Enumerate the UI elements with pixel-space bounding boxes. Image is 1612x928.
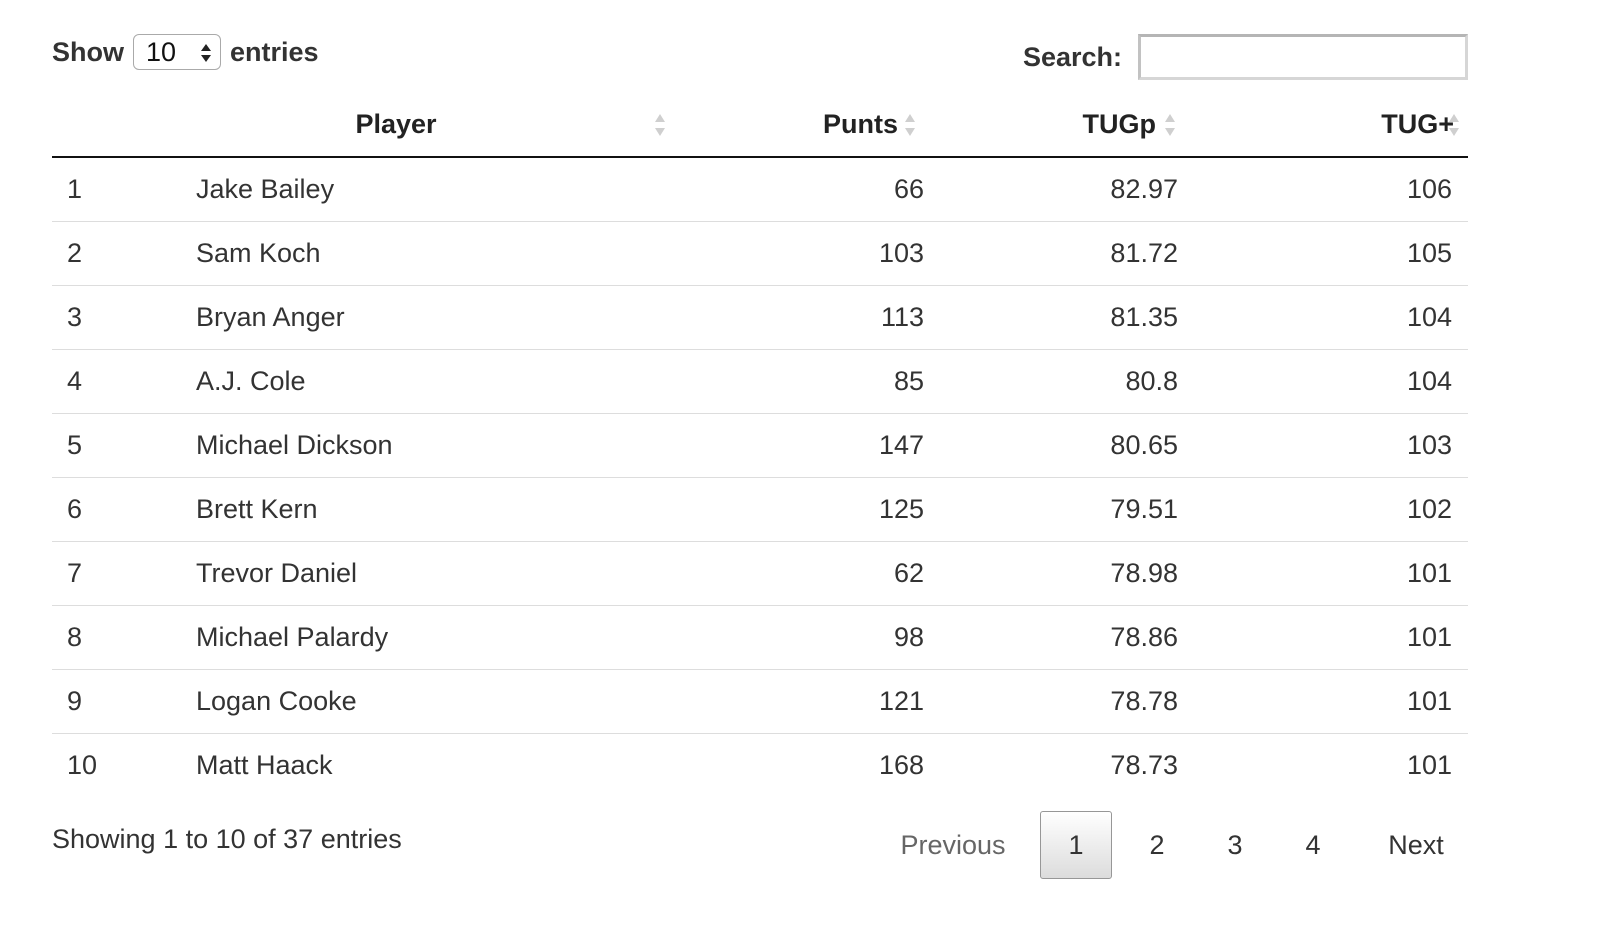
tugp-cell: 78.86	[932, 605, 1198, 670]
player-cell: Sam Koch	[196, 221, 666, 286]
sort-both-icon	[905, 114, 915, 136]
row-index: 9	[52, 669, 196, 734]
player-cell: Brett Kern	[196, 477, 666, 542]
player-cell: Matt Haack	[196, 750, 333, 780]
player-cell: Trevor Daniel	[196, 541, 666, 606]
entries-label: entries	[230, 36, 319, 67]
header-punts[interactable]: Punts	[666, 92, 932, 158]
punts-cell: 168	[878, 750, 924, 780]
previous-button[interactable]: Previous	[900, 829, 1006, 860]
tugp-cell: 81.72	[932, 221, 1198, 286]
updown-spinner-icon	[201, 44, 211, 62]
punts-cell: 103	[666, 221, 932, 286]
table-row: 10 Matt Haack 168 78.73 101	[52, 734, 1468, 798]
tug-plus-cell: 101	[1406, 750, 1452, 780]
punts-cell: 113	[666, 285, 932, 350]
row-index: 4	[52, 349, 196, 414]
player-cell: Jake Bailey	[196, 157, 666, 222]
header-player-label: Player	[355, 109, 437, 139]
search-input[interactable]	[1138, 34, 1468, 80]
table-row: 6 Brett Kern 125 79.51 102	[52, 477, 1468, 542]
player-cell: A.J. Cole	[196, 349, 666, 414]
table-row: 5 Michael Dickson 147 80.65 103	[52, 413, 1468, 478]
header-punts-label: Punts	[822, 109, 898, 139]
page-3-button[interactable]: 3	[1227, 829, 1243, 860]
tug-plus-cell: 104	[1198, 349, 1468, 414]
punts-cell: 121	[666, 669, 932, 734]
tug-plus-cell: 101	[1198, 669, 1468, 734]
tugp-cell: 80.65	[932, 413, 1198, 478]
table-row: 2 Sam Koch 103 81.72 105	[52, 221, 1468, 286]
player-cell: Michael Palardy	[196, 605, 666, 670]
tugp-cell: 78.78	[932, 669, 1198, 734]
header-tug-plus[interactable]: TUG+	[1198, 92, 1468, 158]
header-tug-plus-label: TUG+	[1381, 109, 1454, 139]
row-index: 6	[52, 477, 196, 542]
header-row: Player Punts TUGp	[52, 92, 1468, 158]
punts-cell: 98	[666, 605, 932, 670]
next-button[interactable]: Next	[1388, 829, 1444, 860]
row-index: 2	[52, 221, 196, 286]
table-row: 3 Bryan Anger 113 81.35 104	[52, 285, 1468, 350]
row-index: 10	[67, 750, 98, 780]
sort-both-icon	[1165, 114, 1175, 136]
punts-cell: 66	[666, 157, 932, 222]
tug-plus-cell: 104	[1198, 285, 1468, 350]
table-row: 4 A.J. Cole 85 80.8 104	[52, 349, 1468, 414]
header-index	[52, 92, 196, 158]
tug-plus-cell: 101	[1198, 605, 1468, 670]
row-index: 7	[52, 541, 196, 606]
tug-plus-cell: 101	[1198, 541, 1468, 606]
table-row: 1 Jake Bailey 66 82.97 106	[52, 157, 1468, 222]
row-index: 5	[52, 413, 196, 478]
page-4-button[interactable]: 4	[1305, 829, 1321, 860]
header-tugp-label: TUGp	[1082, 109, 1157, 139]
tugp-cell: 78.73	[1110, 750, 1178, 780]
tug-plus-cell: 106	[1198, 157, 1468, 222]
entries-per-page-select[interactable]: 10	[133, 34, 221, 70]
punts-cell: 85	[666, 349, 932, 414]
header-tugp[interactable]: TUGp	[932, 92, 1198, 158]
page-1-button[interactable]: 1	[1040, 811, 1112, 879]
tugp-cell: 80.8	[932, 349, 1198, 414]
entries-per-page-value: 10	[146, 36, 177, 67]
table-row: 9 Logan Cooke 121 78.78 101	[52, 669, 1468, 734]
row-index: 1	[52, 157, 196, 222]
player-cell: Michael Dickson	[196, 413, 666, 478]
player-cell: Bryan Anger	[196, 285, 666, 350]
tugp-cell: 78.98	[932, 541, 1198, 606]
tugp-cell: 79.51	[932, 477, 1198, 542]
row-index: 8	[52, 605, 196, 670]
header-player[interactable]: Player	[196, 92, 666, 158]
punts-cell: 62	[666, 541, 932, 606]
table-info: Showing 1 to 10 of 37 entries	[52, 824, 402, 854]
sort-both-icon	[1449, 114, 1459, 136]
punts-cell: 125	[666, 477, 932, 542]
tug-plus-cell: 103	[1198, 413, 1468, 478]
tugp-cell: 82.97	[932, 157, 1198, 222]
data-table: Player Punts TUGp	[52, 92, 1468, 797]
sort-both-icon	[655, 114, 665, 136]
row-index: 3	[52, 285, 196, 350]
page-2-button[interactable]: 2	[1149, 829, 1165, 860]
tug-plus-cell: 105	[1198, 221, 1468, 286]
tugp-cell: 81.35	[932, 285, 1198, 350]
player-cell: Logan Cooke	[196, 669, 666, 734]
tug-plus-cell: 102	[1198, 477, 1468, 542]
table-row: 8 Michael Palardy 98 78.86 101	[52, 605, 1468, 670]
punts-cell: 147	[666, 413, 932, 478]
show-label: Show	[52, 36, 124, 67]
table-row: 7 Trevor Daniel 62 78.98 101	[52, 541, 1468, 606]
length-control: Show 10 entries	[52, 32, 319, 72]
search-control: Search:	[1023, 34, 1468, 80]
search-label: Search:	[1022, 41, 1122, 72]
pagination: Previous 1 2 3 4 Next	[880, 810, 1476, 880]
